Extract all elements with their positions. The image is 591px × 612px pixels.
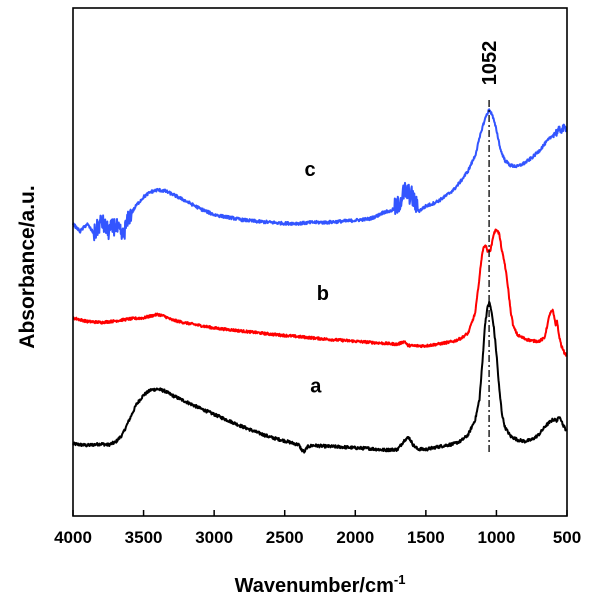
series-label-b: b [317,283,329,305]
x-tick-label: 3000 [195,528,233,547]
x-tick-label: 3500 [125,528,163,547]
peak-marker-label: 1052 [479,41,501,86]
y-axis-label: Absorbance/a.u. [16,185,39,348]
series-a-line [72,300,568,454]
x-tick-label: 2500 [266,528,304,547]
plot-frame [72,7,568,517]
x-axis-label: Wavenumber/cm-1 [235,572,406,597]
x-axis-ticks: 4000 3500 3000 2500 2000 1500 1000 500 [54,510,581,547]
series-label-c: c [305,159,316,181]
x-tick-label: 1000 [478,528,516,547]
plot-layer [72,108,568,454]
x-tick-label: 2000 [336,528,374,547]
x-axis-label-superscript: -1 [394,572,406,587]
annotation-layer: a b c 1052 [305,41,501,454]
series-c-line [72,108,568,242]
series-b-line [72,228,568,357]
x-tick-label: 1500 [407,528,445,547]
series-label-a: a [310,376,322,398]
x-tick-label: 4000 [54,528,92,547]
x-tick-label: 500 [553,528,581,547]
x-axis-label-main: Wavenumber/cm [235,575,394,597]
